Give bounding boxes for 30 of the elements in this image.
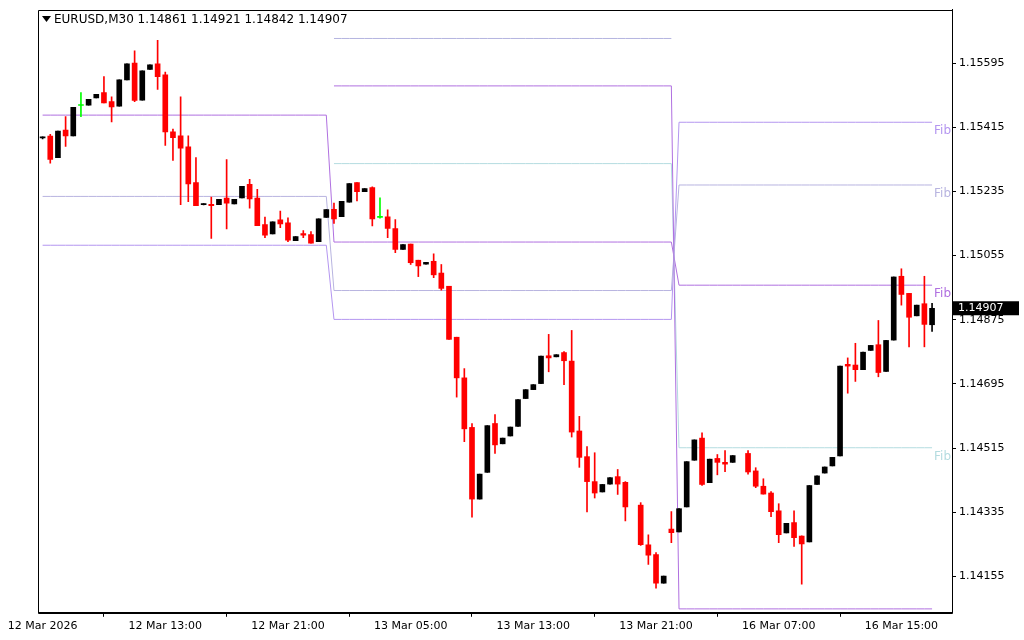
y-tick-label: 1.15415 [959,120,1005,134]
series-label: Fib [934,123,951,138]
y-tick-label: 1.14875 [959,312,1005,326]
x-tick-label: 16 Mar 15:00 [864,619,939,633]
x-tick-label: 12 Mar 13:00 [128,619,203,633]
series-label: Fib [934,186,951,201]
x-tick-label: 12 Mar 21:00 [251,619,325,633]
candlestick [78,92,84,117]
x-tick-label: 13 Mar 13:00 [496,619,571,633]
y-tick-label: 1.14155 [959,569,1005,583]
y-tick-label: 1.14695 [959,376,1005,390]
candlestick [545,334,552,373]
candlestick [798,535,805,585]
y-tick-label: 1.15055 [959,248,1005,262]
x-tick-label: 16 Mar 07:00 [741,619,816,633]
x-tick-label: 12 Mar 2026 [7,619,78,633]
y-tick-label: 1.15595 [959,55,1005,69]
series-label: Fib [934,286,951,301]
y-tick-label: 1.15235 [959,184,1005,198]
candlestick [170,128,176,161]
text: 1.14907 [958,301,1004,315]
y-tick-label: 1.14515 [959,440,1005,454]
series-label: Fib [934,448,951,463]
candlestick [277,210,284,229]
candlestick [208,196,215,239]
chart-title: EURUSD,M30 1.14861 1.14921 1.14842 1.14907 [54,11,348,26]
x-tick-label: 13 Mar 05:00 [373,619,448,633]
x-tick-label: 13 Mar 21:00 [619,619,693,633]
y-tick-label: 1.14335 [959,505,1005,519]
candlestick [377,197,383,219]
